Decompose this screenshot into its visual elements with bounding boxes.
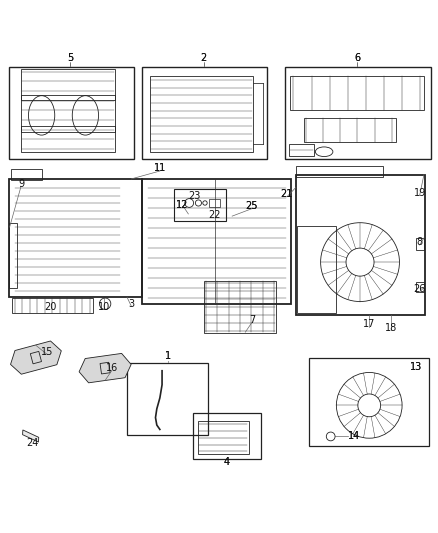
Bar [21, 95, 115, 100]
Text: 20: 20 [44, 302, 57, 312]
Bar [296, 166, 383, 177]
Bar [142, 67, 267, 159]
Bar [127, 363, 208, 435]
Bar [11, 169, 42, 180]
Text: 6: 6 [354, 53, 360, 63]
Bar [21, 69, 115, 152]
Text: 6: 6 [354, 53, 360, 63]
Text: 13: 13 [410, 362, 422, 372]
Text: 11: 11 [154, 164, 166, 173]
Polygon shape [79, 353, 131, 383]
Text: 21: 21 [281, 189, 293, 199]
Text: 5: 5 [67, 53, 73, 63]
Polygon shape [23, 430, 39, 442]
Polygon shape [11, 341, 61, 374]
Text: 9: 9 [18, 179, 24, 189]
Bar [9, 67, 134, 159]
Bar [21, 126, 115, 132]
Bar [12, 298, 93, 313]
Text: 1: 1 [165, 351, 171, 361]
Text: 21: 21 [281, 189, 293, 199]
Text: 7: 7 [249, 315, 255, 325]
Text: 2: 2 [201, 53, 207, 63]
Bar [198, 421, 249, 454]
Bar [193, 413, 261, 459]
Text: 14: 14 [348, 431, 360, 441]
Text: 12: 12 [176, 200, 188, 210]
Text: 24: 24 [27, 438, 39, 448]
Text: 12: 12 [176, 200, 188, 210]
Text: 14: 14 [348, 431, 360, 441]
Bar [174, 189, 226, 221]
Text: 5: 5 [67, 53, 73, 63]
Bar [285, 67, 431, 159]
Text: 25: 25 [246, 201, 258, 211]
Bar [309, 359, 429, 446]
Text: 23: 23 [189, 191, 201, 201]
Bar [297, 226, 336, 313]
Bar [209, 199, 220, 207]
Text: 13: 13 [410, 362, 422, 372]
Text: 15: 15 [41, 347, 53, 357]
Bar [150, 76, 253, 152]
Text: 11: 11 [154, 164, 166, 173]
Text: 3: 3 [128, 298, 134, 309]
Text: 4: 4 [224, 457, 230, 467]
Text: 1: 1 [165, 351, 171, 361]
Text: 2: 2 [201, 53, 207, 63]
Text: 16: 16 [106, 363, 118, 373]
Text: 22: 22 [208, 210, 221, 220]
Polygon shape [30, 351, 42, 364]
Bar [9, 223, 17, 288]
Bar [416, 238, 424, 250]
Text: 25: 25 [246, 201, 258, 211]
Text: 17: 17 [363, 319, 375, 329]
Bar [289, 144, 314, 156]
Bar [204, 280, 276, 333]
Text: 8: 8 [417, 237, 423, 247]
Bar [304, 118, 396, 142]
Polygon shape [100, 362, 110, 374]
Bar [296, 174, 425, 314]
Bar [142, 179, 291, 304]
Text: 19: 19 [413, 188, 426, 198]
Bar [290, 76, 424, 110]
Text: 4: 4 [224, 457, 230, 467]
Text: 10: 10 [98, 302, 110, 312]
Text: 26: 26 [413, 284, 426, 294]
Text: 18: 18 [385, 323, 397, 333]
Bar [9, 179, 142, 297]
Bar [416, 282, 424, 292]
